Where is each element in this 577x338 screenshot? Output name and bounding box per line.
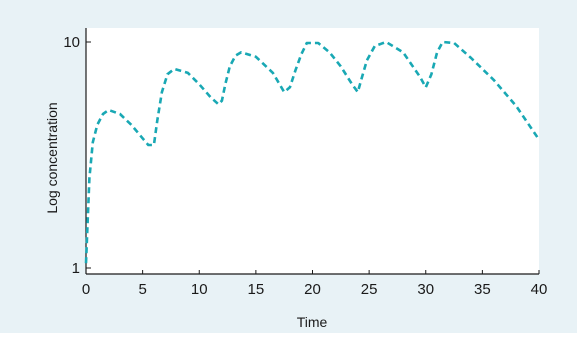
x-tick-label: 30 [417, 281, 434, 298]
x-tick-label: 0 [82, 281, 90, 298]
x-tick-label: 25 [361, 281, 378, 298]
y-ticks: 1 10 [63, 34, 91, 277]
y-axis-label: Log concentration [44, 102, 60, 213]
x-tick-label: 40 [531, 281, 548, 298]
x-tick-label: 5 [138, 281, 146, 298]
y-tick-label: 1 [72, 260, 80, 277]
x-tick-label: 10 [191, 281, 208, 298]
x-ticks: 0 5 10 15 20 25 30 35 40 [82, 270, 548, 298]
x-tick-label: 35 [474, 281, 491, 298]
x-tick-label: 15 [248, 281, 265, 298]
x-axis-label: Time [297, 314, 328, 330]
series-layer [84, 40, 541, 264]
concentration-series-line [84, 40, 541, 264]
y-tick-label: 10 [63, 34, 80, 51]
plot-area [86, 28, 539, 274]
x-tick-label: 20 [304, 281, 321, 298]
